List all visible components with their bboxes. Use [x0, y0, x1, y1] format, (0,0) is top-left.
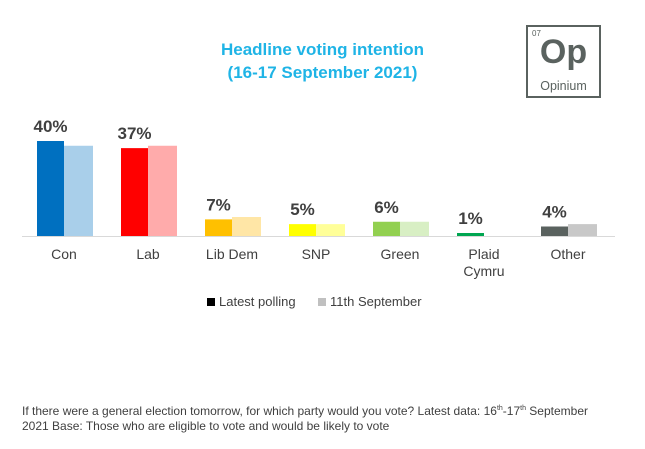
bar-previous-lab: [148, 145, 177, 236]
footnote-text: If there were a general election tomorro…: [22, 404, 497, 418]
legend-swatch: [318, 298, 326, 306]
bar-chart: 40% Con 37% Lab 7% Lib Dem 5% SNP 6% Green 1% Plaid…: [22, 117, 615, 309]
data-label: 5%: [290, 200, 315, 219]
opinium-logo: 07 Op Opinium: [526, 25, 601, 98]
category-label: Lib Dem: [206, 246, 258, 262]
footnote-text: -17: [502, 404, 521, 418]
logo-name: Opinium: [540, 79, 587, 93]
chart-title: Headline voting intention: [220, 40, 425, 59]
data-label: 1%: [458, 209, 483, 228]
bar-latest-con: [37, 141, 64, 236]
footnote-sup: th: [520, 405, 526, 412]
logo-number: 07: [532, 29, 541, 38]
legend-swatch: [207, 298, 215, 306]
category-label: Other: [550, 246, 585, 262]
bar-previous-other: [568, 224, 597, 236]
chart-subtitle: (16-17 September 2021): [227, 63, 418, 82]
data-label: 40%: [33, 117, 67, 136]
footnote-sup: th: [496, 405, 503, 412]
bar-latest-lib-dem: [205, 219, 232, 236]
bar-previous-snp: [316, 224, 345, 236]
bar-latest-green: [373, 221, 400, 236]
data-label: 7%: [206, 195, 231, 214]
category-label: Con: [51, 246, 77, 262]
bar-previous-lib-dem: [232, 217, 261, 236]
category-label: Cymru: [463, 263, 504, 279]
bar-latest-plaid-cymru: [457, 233, 484, 236]
bar-previous-green: [400, 221, 429, 236]
footnote-text: September: [525, 404, 589, 418]
category-label: Plaid: [468, 246, 499, 262]
category-label: Lab: [136, 246, 160, 262]
logo-symbol: Op: [539, 33, 588, 71]
legend-label: Latest polling: [219, 294, 296, 309]
footnote: If there were a general election tomorro…: [22, 401, 632, 434]
data-label: 6%: [374, 198, 399, 217]
footnote-text: 2021 Base: Those who are eligible to vot…: [22, 419, 390, 433]
bar-previous-con: [64, 145, 93, 236]
legend-label: 11th September: [330, 294, 422, 309]
category-label: Green: [381, 246, 420, 262]
data-label: 4%: [542, 203, 567, 222]
bar-latest-other: [541, 226, 568, 236]
bar-latest-snp: [289, 224, 316, 236]
data-label: 37%: [117, 124, 151, 143]
bar-latest-lab: [121, 148, 148, 236]
category-label: SNP: [302, 246, 331, 262]
